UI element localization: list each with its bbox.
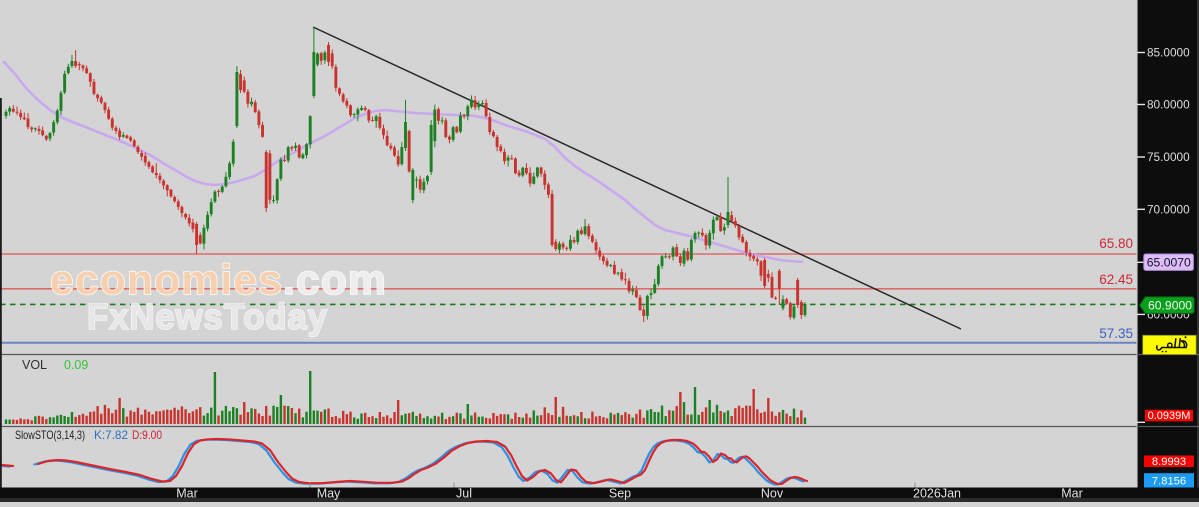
- svg-text:2026Jan: 2026Jan: [913, 487, 961, 501]
- svg-text:Nov: Nov: [761, 487, 784, 501]
- svg-text:Sep: Sep: [609, 487, 631, 501]
- svg-text:economies.com: economies .com: [50, 256, 387, 303]
- svg-text:K:7.82: K:7.82: [94, 428, 128, 442]
- svg-text:D:9.00: D:9.00: [132, 428, 162, 442]
- svg-text:57.35: 57.35: [1099, 326, 1133, 341]
- svg-text:85.0000: 85.0000: [1147, 46, 1190, 60]
- svg-text:65.0070: 65.0070: [1147, 255, 1191, 269]
- svg-text:SlowSTO(3,14,3): SlowSTO(3,14,3): [15, 428, 85, 442]
- svg-text:0.09: 0.09: [64, 358, 88, 372]
- svg-text:Mar: Mar: [1061, 487, 1083, 501]
- svg-text:May: May: [317, 487, 341, 501]
- svg-text:7.8156: 7.8156: [1152, 475, 1186, 487]
- svg-text:Mar: Mar: [176, 487, 198, 501]
- svg-text:FxNewsToday: FxNewsToday: [87, 296, 328, 337]
- svg-text:0.0939M: 0.0939M: [1148, 410, 1191, 422]
- svg-text:70.0000: 70.0000: [1147, 203, 1190, 217]
- svg-text:62.45: 62.45: [1099, 272, 1133, 287]
- svg-text:Jul: Jul: [456, 487, 472, 501]
- svg-text:65.80: 65.80: [1099, 236, 1133, 251]
- svg-text:80.0000: 80.0000: [1147, 98, 1190, 112]
- svg-text:60.9000: 60.9000: [1148, 299, 1192, 313]
- svg-text:75.0000: 75.0000: [1147, 150, 1190, 164]
- svg-text:VOL: VOL: [22, 358, 47, 372]
- svg-text:8.9993: 8.9993: [1152, 456, 1186, 468]
